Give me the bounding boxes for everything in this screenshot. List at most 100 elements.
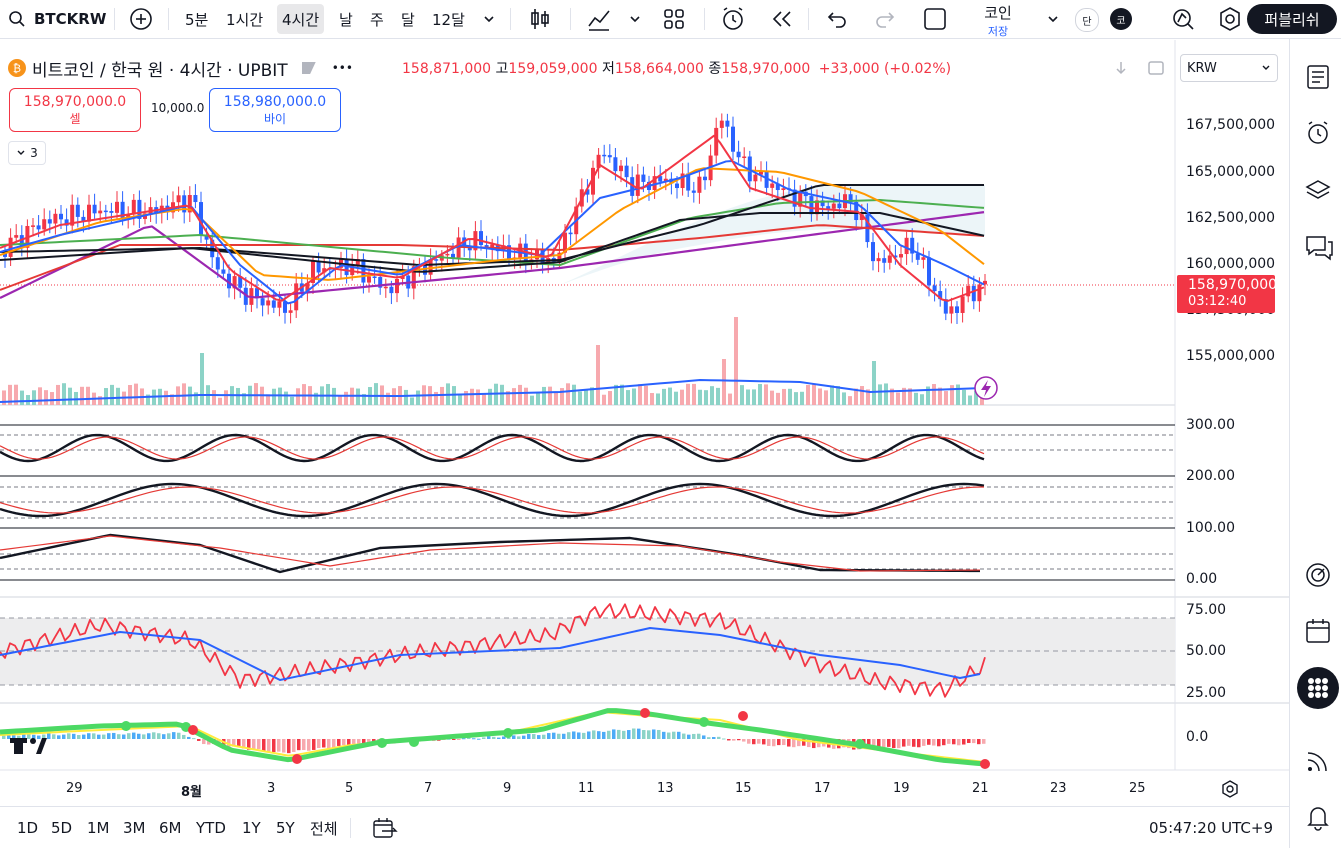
sell-button[interactable]: 158,970,000.0 셀 — [9, 88, 141, 132]
mode-short-toggle[interactable]: 단 — [1075, 8, 1099, 32]
indicators-dropdown[interactable] — [628, 0, 642, 38]
layouts-button[interactable] — [662, 0, 686, 38]
range-1d[interactable]: 1D — [17, 819, 39, 837]
symbol-search[interactable]: BTCKRW — [8, 0, 106, 38]
candle — [350, 264, 355, 276]
range-6m[interactable]: 6M — [159, 819, 182, 837]
interval-5m[interactable]: 5분 — [185, 10, 209, 29]
publish-button[interactable]: 퍼블리쉬 — [1247, 4, 1337, 34]
volume-bar — [104, 388, 108, 405]
volume-bar — [44, 390, 48, 405]
chart-type-button[interactable] — [527, 0, 553, 38]
candle — [316, 261, 321, 273]
interval-1h[interactable]: 1시간 — [226, 10, 264, 29]
apps-button[interactable] — [1297, 667, 1339, 709]
ideas-stream-button[interactable] — [1304, 747, 1332, 775]
indicators-button[interactable] — [586, 0, 612, 38]
flag-icon[interactable] — [301, 62, 316, 74]
range-3m[interactable]: 3M — [123, 819, 146, 837]
volume-bar — [14, 384, 18, 405]
buy-button[interactable]: 158,980,000.0 바이 — [209, 88, 341, 132]
candle — [367, 276, 371, 283]
chat-button[interactable] — [1304, 233, 1333, 261]
redo-button[interactable] — [873, 0, 897, 38]
candle — [971, 285, 976, 302]
macd-histogram-bar — [142, 734, 146, 739]
chart-canvas[interactable] — [0, 40, 1289, 806]
volume-bar — [722, 359, 726, 405]
candle — [109, 211, 114, 213]
goto-date-button[interactable] — [372, 807, 398, 849]
symbol-legend[interactable]: ₿ 비트코인 / 한국 원 · 4시간 · UPBIT ••• — [8, 54, 353, 82]
macd-histogram-bar — [757, 739, 761, 744]
macd-histogram-bar — [152, 732, 156, 739]
price-axis-label: 155,000,000 — [1186, 348, 1276, 364]
volume-bar — [8, 384, 12, 405]
candle — [187, 195, 192, 213]
scroll-down-button[interactable] — [1113, 60, 1129, 80]
settings-button[interactable] — [1217, 0, 1243, 38]
lightning-icon[interactable] — [974, 376, 998, 400]
buy-label: 바이 — [263, 111, 287, 126]
calendar-gauge-button[interactable] — [1304, 561, 1332, 589]
object-tree-button[interactable] — [1304, 177, 1332, 205]
volume-bar — [590, 387, 594, 405]
legend-more-button[interactable]: ••• — [331, 61, 353, 75]
compare-add-button[interactable] — [128, 0, 154, 38]
range-1m[interactable]: 1M — [87, 819, 110, 837]
interval-12month[interactable]: 12달 — [432, 10, 465, 29]
macd-histogram-bar — [267, 739, 271, 753]
macd-cross-dot — [855, 739, 865, 749]
axis-settings-button[interactable] — [1221, 780, 1239, 802]
interval-dropdown[interactable] — [482, 0, 496, 38]
volume-bar — [212, 390, 216, 405]
interval-4h[interactable]: 4시간 — [277, 4, 325, 34]
range-5d[interactable]: 5D — [51, 819, 73, 837]
replay-button[interactable] — [769, 0, 795, 38]
macd-histogram-bar — [62, 734, 66, 739]
fullscreen-button[interactable] — [922, 0, 948, 38]
volume-bar — [734, 317, 738, 405]
volume-bar — [884, 383, 888, 405]
watchlist-button[interactable] — [1304, 63, 1332, 91]
bar-countdown: 03:12:40 — [1188, 294, 1247, 309]
range-all[interactable]: 전체 — [310, 819, 338, 838]
range-1y[interactable]: 1Y — [242, 819, 261, 837]
volume-bar — [560, 388, 564, 405]
layout-dropdown[interactable] — [1046, 0, 1060, 38]
candle — [232, 276, 237, 289]
alert-button[interactable] — [719, 0, 747, 38]
candle — [680, 173, 685, 189]
candle — [227, 273, 231, 289]
indicator-collapse-button[interactable]: 3 — [8, 141, 46, 165]
clock[interactable]: 05:47:20 UTC+9 — [1149, 819, 1273, 837]
currency-select[interactable]: KRW — [1180, 54, 1278, 82]
quick-search-button[interactable] — [1170, 0, 1196, 38]
alerts-button[interactable] — [1304, 119, 1332, 147]
volume-bar — [824, 390, 828, 405]
range-ytd[interactable]: YTD — [196, 819, 226, 837]
macd-histogram-bar — [72, 733, 76, 739]
volume-bar — [818, 388, 822, 405]
undo-button[interactable] — [825, 0, 849, 38]
notifications-button[interactable] — [1304, 803, 1332, 831]
reset-view-button[interactable] — [1147, 60, 1165, 80]
range-5y[interactable]: 5Y — [276, 819, 295, 837]
profile-avatar[interactable]: 코 — [1110, 8, 1132, 30]
volume-bar — [518, 384, 522, 405]
candle — [893, 255, 898, 258]
time-axis-label: 13 — [657, 781, 674, 796]
candle — [355, 259, 360, 265]
interval-month[interactable]: 달 — [401, 10, 415, 29]
macd-histogram-bar — [782, 739, 786, 746]
candle — [8, 237, 13, 257]
macd-histogram-bar — [452, 739, 456, 740]
layout-name[interactable]: 코인 저장 — [980, 2, 1016, 39]
interval-day[interactable]: 날 — [339, 10, 353, 29]
arrow-down-icon — [1116, 62, 1126, 75]
volume-bar — [632, 388, 636, 405]
candle — [277, 301, 282, 308]
economic-calendar-button[interactable] — [1304, 617, 1332, 645]
interval-week[interactable]: 주 — [370, 10, 384, 29]
volume-bar — [812, 383, 816, 405]
